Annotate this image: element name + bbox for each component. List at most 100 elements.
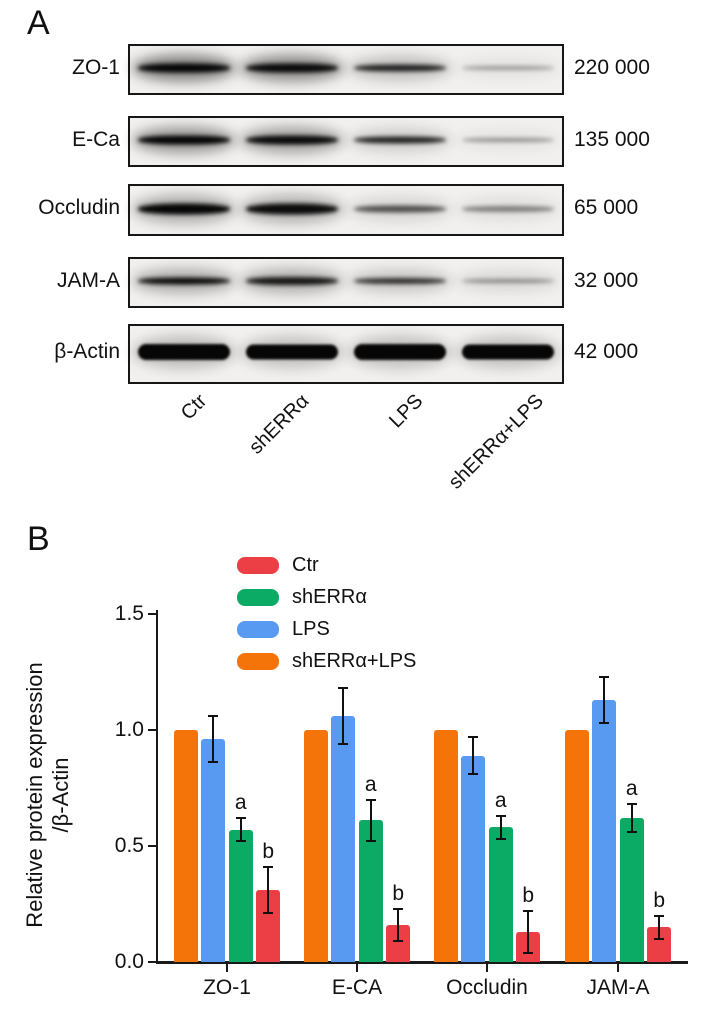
blot-lane: [238, 326, 346, 382]
blot-box: [128, 324, 564, 384]
significance-letter: a: [625, 777, 638, 801]
blot-box: [128, 184, 564, 236]
y-axis-title: Relative protein expression /β-Actin: [22, 595, 74, 995]
y-tick-label: 1.0: [114, 718, 144, 741]
legend-swatch: [237, 556, 279, 574]
significance-letter: b: [262, 839, 275, 863]
bar: [488, 827, 513, 962]
x-category-label: ZO-1: [203, 976, 251, 999]
blot-lane: [238, 186, 346, 234]
x-category-label: E-CA: [331, 976, 383, 999]
blot-band: [353, 205, 447, 213]
error-bar-line: [472, 736, 475, 775]
error-bar-cap-top: [495, 814, 506, 817]
band-halo: [456, 129, 560, 152]
legend-label: Ctr: [292, 553, 319, 576]
blot-lane: [346, 118, 454, 165]
y-tick: [148, 613, 156, 615]
error-bar-cap-bottom: [208, 761, 219, 764]
error-bar-cap-top: [626, 803, 637, 806]
blot-lane: [238, 46, 346, 93]
significance-letter: b: [653, 888, 666, 912]
panel-b-label: B: [27, 520, 50, 558]
protein-label: β-Actin: [54, 340, 120, 363]
band-halo: [456, 270, 560, 293]
error-bar-cap-top: [654, 914, 665, 917]
error-bar-cap-top: [393, 907, 404, 910]
y-axis-title-line1: Relative protein expression: [22, 662, 47, 928]
legend-item: shERRα: [237, 581, 416, 613]
error-bar-cap-bottom: [523, 951, 534, 954]
bar: [201, 739, 226, 962]
blot-box: [128, 257, 564, 308]
bar: [461, 755, 486, 962]
blot-lane: [454, 186, 562, 234]
significance-letter: b: [522, 883, 535, 907]
error-bar-line: [630, 804, 633, 833]
error-bar-line: [397, 908, 400, 942]
error-bar-line: [212, 716, 215, 763]
error-bar-line: [527, 910, 530, 953]
significance-letter: b: [392, 881, 405, 905]
band-halo: [456, 57, 560, 80]
blot-lane: [454, 118, 562, 165]
legend-label: shERRα: [292, 585, 367, 608]
error-bar-cap-top: [208, 715, 219, 718]
molecular-weight-label: 220 000: [574, 55, 650, 79]
blot-lane: [130, 118, 238, 165]
bar: [173, 730, 198, 962]
error-bar-cap-top: [365, 798, 376, 801]
blot-band: [461, 279, 555, 284]
error-bar-cap-bottom: [599, 722, 610, 725]
blot-band: [353, 344, 447, 361]
error-bar-cap-bottom: [468, 773, 479, 776]
error-bar-line: [239, 818, 242, 842]
legend-swatch: [237, 620, 279, 638]
error-bar-line: [267, 866, 270, 914]
legend-swatch: [237, 588, 279, 606]
blot-lane: [346, 259, 454, 306]
x-tick: [356, 964, 358, 972]
error-bar-cap-top: [599, 675, 610, 678]
protein-label: ZO-1: [72, 55, 120, 79]
blot-band: [461, 66, 555, 71]
error-bar-line: [658, 915, 661, 939]
blot-band: [461, 344, 555, 360]
significance-letter: a: [364, 772, 377, 796]
error-bar-cap-bottom: [365, 840, 376, 843]
y-tick-label: 0.0: [114, 950, 144, 973]
blot-band: [353, 136, 447, 144]
y-tick: [148, 729, 156, 731]
blot-lane: [130, 46, 238, 93]
blot-band: [461, 205, 555, 212]
error-bar-cap-top: [263, 865, 274, 868]
bar: [433, 730, 458, 962]
lane-label: Ctr: [177, 390, 212, 425]
error-bar-cap-top: [468, 735, 479, 738]
y-axis-line: [156, 610, 158, 964]
error-bar-cap-bottom: [235, 840, 246, 843]
error-bar-line: [369, 799, 372, 842]
x-tick: [617, 964, 619, 972]
blot-lane: [130, 326, 238, 382]
molecular-weight-label: 42 000: [574, 340, 639, 363]
error-bar-cap-top: [338, 687, 349, 690]
blot-band: [245, 135, 339, 145]
legend-item: Ctr: [237, 549, 416, 581]
x-axis-line: [156, 961, 688, 964]
blot-band: [245, 277, 339, 286]
blot-band: [461, 138, 555, 143]
lane-label: shERRα: [245, 390, 314, 459]
chart-legend: Ctr shERRα LPS shERRα+LPS: [237, 549, 416, 677]
significance-letter: a: [234, 791, 247, 815]
blot-box: [128, 116, 564, 167]
legend-item: LPS: [237, 613, 416, 645]
bar: [592, 699, 617, 962]
molecular-weight-label: 32 000: [574, 268, 639, 292]
bar: [619, 818, 644, 962]
band-halo: [456, 196, 560, 221]
molecular-weight-label: 65 000: [574, 196, 639, 219]
y-tick: [148, 961, 156, 963]
bar: [228, 829, 253, 962]
